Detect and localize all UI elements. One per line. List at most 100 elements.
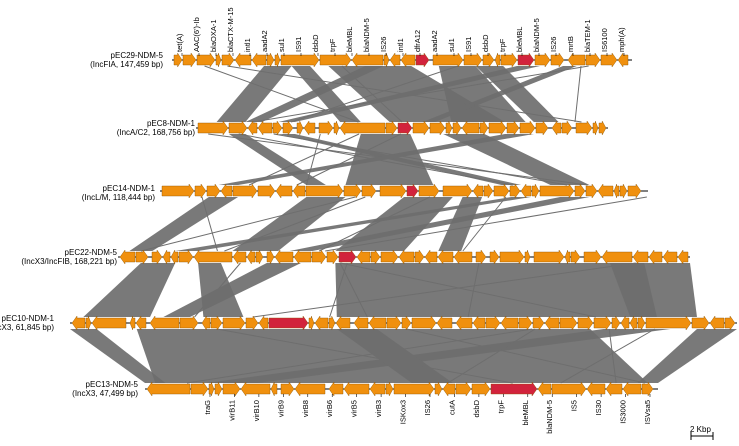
gene-label: trpF [498,38,507,52]
gene-arrow [411,315,437,331]
homology-link [447,328,536,384]
gene-arrow [524,249,531,265]
bla-ndm-gene-arrow [338,249,357,265]
gene-arrow [335,315,351,331]
gene-label: sul1 [447,38,456,52]
gene-label: AAC(6')-Ib [192,17,201,52]
gene-arrow [240,381,271,397]
homology-block [206,329,671,383]
gene-arrow [724,315,736,331]
homology-link [290,65,459,123]
gene-arrow [475,249,487,265]
plasmid-tracks [70,52,737,397]
gene-arrow [311,249,327,265]
bla-ndm-gene-arrow [415,52,430,68]
homology-link [216,328,513,384]
gene-arrow [194,183,207,199]
homology-block [422,66,577,122]
gene-arrow [400,52,416,68]
plasmid-track [172,52,632,68]
gene-label: blaCTX-M-15 [226,7,235,52]
gene-arrow [463,52,483,68]
homology-link [186,328,533,384]
gene-label: IS91 [294,37,303,52]
plasmid-track [145,381,658,397]
plasmid-info: (IncX3/IncFIB, 168,221 bp) [21,257,117,266]
gene-arrow [583,249,602,265]
gene-arrow [531,183,540,199]
plasmid-info: (IncA/C2, 168,756 bp) [116,128,195,137]
gene-arrow [214,381,223,397]
homology-blocks [70,65,737,384]
gene-arrow [370,249,381,265]
gene-arrow [637,315,646,331]
gene-arrow [119,249,136,265]
homology-link [208,133,588,186]
gene-arrow [266,249,275,265]
gene-label: bleMBL [521,400,530,425]
gene-arrow [471,381,491,397]
gene-arrow [455,315,473,331]
gene-arrow [401,315,412,331]
gene-arrow [691,315,710,331]
gene-label: IS26 [379,37,388,52]
plasmid-track [196,120,608,136]
gene-arrow [632,249,649,265]
gene-arrow [333,120,340,136]
gene-arrow [393,381,435,397]
plasmid-name: pEC13-NDM-5 [85,380,138,389]
gene-arrow [383,52,390,68]
plasmid-track [160,183,648,199]
gene-arrow [622,381,642,397]
homology-block [335,263,697,317]
gene-label: dfrA12 [413,30,422,52]
gene-arrow [488,120,507,136]
gene-arrow [193,249,233,265]
plasmid-name: pEC8-NDM-1 [146,119,195,128]
gene-arrow [617,52,629,68]
gene-arrow [598,120,607,136]
gene-arrow [592,120,599,136]
homology-block [345,134,434,185]
homology-block [245,66,384,122]
gene-arrow [389,52,401,68]
gene-arrow [586,381,606,397]
gene-arrow [574,183,586,199]
bla-ndm-gene-arrow [517,52,535,68]
gene-arrow [551,120,562,136]
gene-arrow [518,315,533,331]
gene-arrow [293,249,312,265]
gene-arrow [266,52,275,68]
homology-link [341,65,403,123]
gene-arrow [234,52,252,68]
gene-arrow [272,120,283,136]
gene-label: blaOXA-1 [209,19,218,52]
scale-bar-label: 2 Kbp [690,425,711,434]
gene-arrow [479,120,489,136]
plasmid-name: pEC22-NDM-5 [64,248,117,257]
homology-link [608,328,617,384]
homology-block [289,197,590,251]
plasmid-name: pEC14-NDM-1 [102,184,155,193]
gene-arrow [206,183,221,199]
gene-arrow [257,183,276,199]
gene-arrow [412,120,430,136]
gene-label: mph(A) [617,27,626,52]
bla-ndm-gene-arrow [406,183,419,199]
homology-block [129,197,239,251]
gene-arrow [220,183,233,199]
gene-label: IS3000 [619,400,628,424]
gene-arrow [677,249,689,265]
gene-arrow [343,183,362,199]
gene-arrow [308,315,315,331]
gene-arrow [247,120,258,136]
gene-arrow [380,249,399,265]
gene-label: virB11 [227,400,236,421]
homology-block [637,329,737,383]
plasmid-info: (IncX3, 47,499 bp) [72,389,138,398]
gene-arrow [197,120,229,136]
plasmid-label-pEC8: pEC8-NDM-1 (IncA/C2, 168,756 bp) [75,119,195,137]
plasmid-label-pEC14: pEC14-NDM-1 (IncL/M, 118,444 bp) [35,184,155,202]
homology-link [574,65,582,123]
gene-label: IS30 [594,400,603,415]
